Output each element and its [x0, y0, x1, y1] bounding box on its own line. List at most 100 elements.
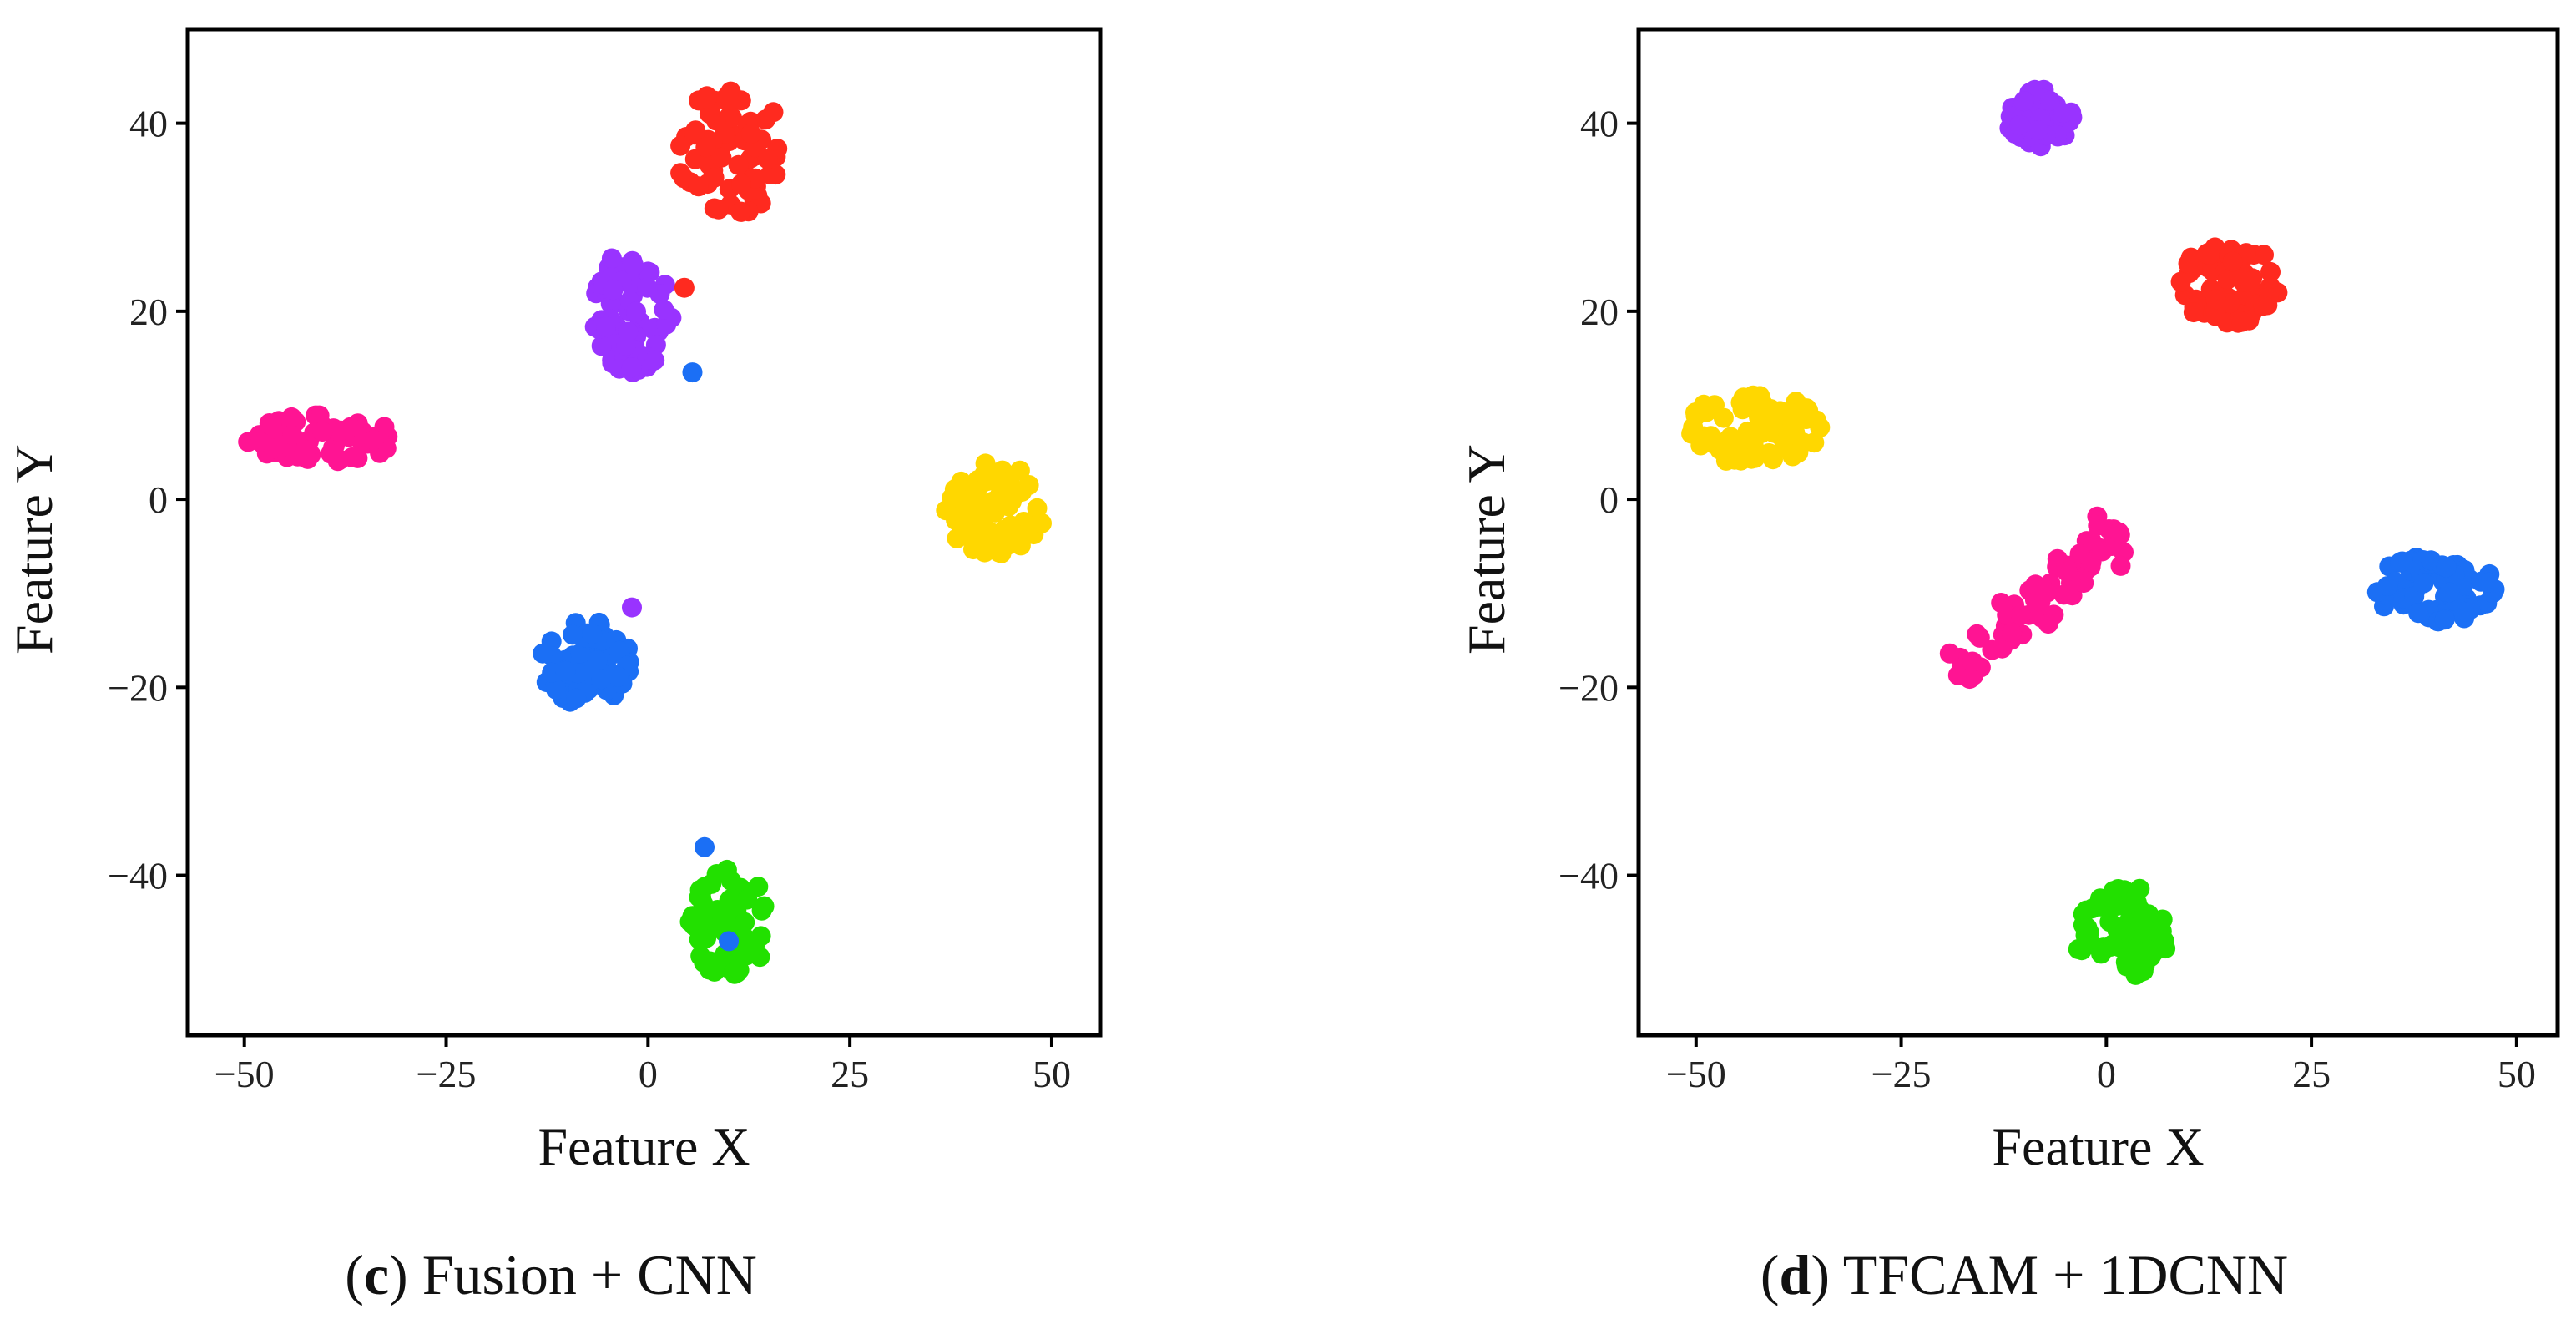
point-blue [555, 660, 576, 681]
point-yellow [1032, 513, 1052, 533]
x-tick-label: −50 [1666, 1053, 1726, 1095]
point-blue [609, 640, 629, 661]
point-yellow [1788, 442, 1809, 463]
point-blue [2478, 572, 2498, 593]
point-magenta [2088, 515, 2109, 536]
point-red [708, 199, 729, 220]
point-blue [2439, 582, 2460, 603]
point-purple [621, 357, 642, 378]
point-purple [656, 314, 677, 335]
point-magenta [2057, 561, 2078, 582]
point-yellow [977, 471, 998, 492]
point-red [688, 176, 709, 197]
x-tick-label: 0 [2097, 1053, 2116, 1095]
point-red [740, 124, 761, 144]
point-yellow [1018, 475, 1039, 495]
point-outlier-red [674, 277, 695, 298]
point-magenta [2053, 584, 2074, 605]
point-purple [644, 350, 665, 371]
plot-frame [1636, 27, 2560, 1038]
point-yellow [1713, 407, 1734, 428]
point-red [699, 104, 720, 124]
point-blue [563, 624, 583, 645]
y-tick-label: 20 [129, 291, 168, 333]
point-red [2253, 296, 2274, 316]
point-outlier-blue [695, 836, 715, 857]
point-green [745, 935, 765, 956]
point-magenta [2109, 522, 2129, 543]
point-purple [591, 336, 612, 356]
y-tick-label: 0 [1599, 478, 1619, 521]
point-yellow [975, 453, 996, 474]
point-purple [637, 277, 658, 298]
point-yellow [947, 528, 967, 548]
point-blue [546, 679, 567, 700]
point-purple [2009, 114, 2030, 135]
point-red [718, 85, 739, 106]
point-magenta [261, 415, 282, 436]
point-green [2114, 922, 2135, 943]
point-yellow [1694, 394, 1714, 415]
point-blue [570, 643, 591, 664]
point-blue [2434, 609, 2455, 630]
point-yellow [1804, 432, 1825, 453]
point-outlier-blue [682, 362, 703, 383]
point-yellow [974, 542, 995, 563]
point-yellow [955, 512, 976, 533]
point-blue [587, 650, 608, 671]
x-tick-label: 0 [639, 1053, 658, 1095]
y-tick-label: 40 [1580, 103, 1619, 145]
point-blue [2376, 576, 2397, 597]
point-green [712, 911, 733, 932]
x-tick-label: −25 [1871, 1053, 1932, 1095]
point-green [728, 958, 749, 979]
y-tick-label: −20 [1558, 666, 1619, 709]
point-purple [654, 299, 674, 320]
point-blue [591, 669, 612, 690]
y-tick-label: −40 [108, 855, 168, 897]
panel-c-fusion-cnn: −50 −25 0 25 50 −40 −20 0 20 40 Feature X Feature Y [4, 27, 1103, 1176]
x-axis-label: Feature X [538, 1117, 750, 1176]
x-tick-label: 25 [2292, 1053, 2331, 1095]
point-red [728, 154, 749, 175]
x-tick-label: 50 [1033, 1053, 1071, 1095]
point-purple [596, 316, 616, 337]
point-red [711, 147, 732, 168]
point-magenta [1939, 643, 1960, 664]
point-magenta [264, 438, 285, 459]
point-magenta [295, 440, 316, 461]
point-magenta [281, 407, 302, 427]
point-green [2090, 896, 2111, 917]
point-red [2240, 271, 2260, 292]
point-purple [2039, 90, 2060, 111]
point-yellow [997, 535, 1018, 556]
point-red [757, 149, 778, 169]
point-magenta [341, 447, 362, 467]
point-green [2140, 947, 2161, 968]
y-tick-label: 0 [149, 478, 168, 521]
point-red [695, 137, 716, 158]
point-magenta [1992, 638, 2013, 659]
point-yellow [994, 519, 1015, 540]
point-red [2170, 271, 2191, 292]
y-axis-label: Feature Y [1457, 444, 1516, 654]
point-red [2200, 245, 2220, 265]
point-yellow [999, 471, 1020, 492]
point-blue [608, 666, 629, 687]
point-green [700, 951, 720, 972]
point-purple [603, 280, 624, 301]
point-purple [639, 262, 660, 283]
point-green [2103, 934, 2123, 955]
point-yellow [946, 491, 967, 512]
point-yellow [1790, 402, 1811, 422]
point-red [2254, 245, 2274, 265]
scatter-points [1681, 79, 2505, 985]
x-tick-label: 25 [831, 1053, 869, 1095]
point-green [706, 864, 727, 884]
point-blue [566, 688, 587, 709]
x-axis-label: Feature X [1992, 1117, 2204, 1176]
point-green [2130, 962, 2151, 983]
y-tick-label: −40 [1558, 855, 1619, 897]
x-tick-label: 50 [2498, 1053, 2536, 1095]
